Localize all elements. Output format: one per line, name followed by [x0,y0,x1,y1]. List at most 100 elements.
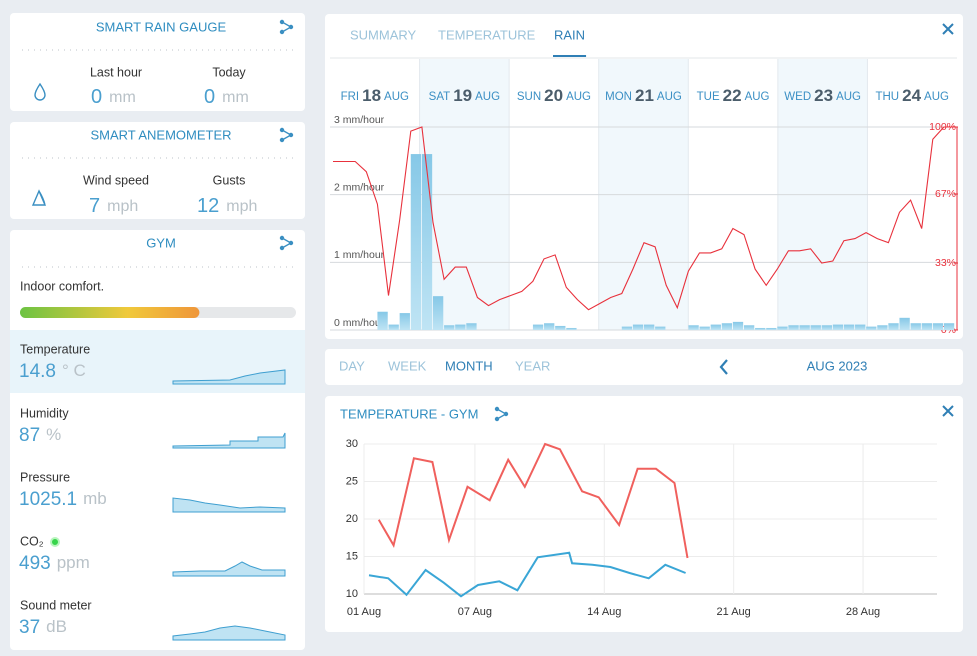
unit: ppm [57,553,90,572]
y-tick-label: 25 [346,475,358,487]
card-title: SMART RAIN GAUGE [96,19,227,34]
rain-bar [866,326,877,330]
value: 12 [197,195,219,217]
day-number: 19 [453,86,472,105]
temperature-line [368,551,686,598]
tab[interactable]: SUMMARY [350,27,417,42]
sensor-label: Humidity [20,406,69,420]
day-label: FRI 18 AUG [341,86,409,105]
weekday: WED [784,91,811,103]
anemometer-card [10,122,305,219]
day-label: WED 23 AUG [784,86,861,105]
rain-bar [910,323,921,330]
rain-bar [432,296,444,330]
comfort-label: Indoor comfort. [20,279,104,293]
previous-button[interactable] [719,359,728,375]
wind-icon [31,189,47,206]
rain-bar [710,324,721,330]
sparkline [172,561,286,577]
x-tick-label: 14 Aug [587,606,621,618]
rain-bar [699,326,710,330]
weekday: THU [875,91,899,103]
sparkline [172,497,286,513]
rain-bar [766,327,777,330]
unit: mm [109,89,136,106]
y-tick-label: 2 mm/hour [334,181,385,193]
weekday: TUE [697,91,720,103]
unit: mph [226,198,257,215]
day-number: 20 [544,86,563,105]
reading-label: Last hour [90,65,142,79]
month: AUG [384,91,409,103]
rain-bar [899,317,910,330]
period-option[interactable]: YEAR [515,358,550,373]
rain-bar [688,325,699,330]
weekday: MON [605,91,632,103]
sparkline [172,432,286,449]
rain-bar [466,323,477,330]
reading-label: Gusts [213,173,246,187]
day-label: MON 21 AUG [605,86,682,105]
rain-bar [832,324,844,330]
day-label: SAT 19 AUG [429,86,500,105]
period-option[interactable]: DAY [339,358,365,373]
rain-bar [388,324,399,330]
value: 493 [19,553,51,574]
sensor-reading: 37 dB [19,617,67,638]
y-tick-label: 15 [346,550,358,562]
y-tick-label: 3 mm/hour [334,114,385,126]
day-label: TUE 22 AUG [697,86,770,105]
day-label: THU 24 AUG [875,86,949,105]
reading-label: Today [212,65,246,79]
rain-bar [888,323,899,330]
reading-value: 12 mph [197,195,257,217]
close-button[interactable] [942,23,954,35]
x-tick-label: 01 Aug [347,606,381,618]
reading-value: 0 mm [204,86,249,108]
y-tick-label: 1 mm/hour [334,249,385,261]
period-option[interactable]: WEEK [388,358,427,373]
rain-bar [410,154,422,330]
rain-bar [621,326,633,330]
rain-bar [644,324,655,330]
rain-gauge-card [10,13,305,111]
temperature-line [377,442,689,559]
y2-tick-label: 100% [929,121,956,133]
sparkline [172,369,286,385]
rain-bar [421,154,433,330]
reading-label: Wind speed [83,173,149,187]
close-button[interactable] [942,405,954,417]
sensor-reading: 493 ppm [19,553,90,574]
rain-bar [921,323,932,330]
y-tick-label: 20 [346,513,358,525]
rain-bar [655,326,666,330]
y2-tick-label: 67% [935,188,956,200]
temperature-panel [325,396,963,632]
rain-bar [566,327,577,330]
rain-bar [377,311,388,330]
value: 0 [204,86,215,108]
rain-bar [532,324,544,330]
month: AUG [924,91,949,103]
status-dot [50,537,60,547]
day-number: 22 [723,86,742,105]
weekday: SAT [429,91,451,103]
period-option[interactable]: MONTH [445,358,493,373]
unit: mm [222,89,249,106]
sensor-reading: 14.8 ° C [19,361,86,382]
rain-bar [632,324,644,330]
day-number: 21 [635,86,654,105]
tab[interactable]: TEMPERATURE [438,27,536,42]
chart-title: TEMPERATURE - GYM [340,406,478,421]
day-number: 23 [814,86,833,105]
sensor-label: CO₂ [20,534,44,548]
value: 0 [91,86,102,108]
rain-bar [821,325,833,330]
reading-value: 7 mph [89,195,138,217]
month: AUG [836,91,861,103]
tab[interactable]: RAIN [554,27,585,42]
rain-bar [455,324,466,330]
